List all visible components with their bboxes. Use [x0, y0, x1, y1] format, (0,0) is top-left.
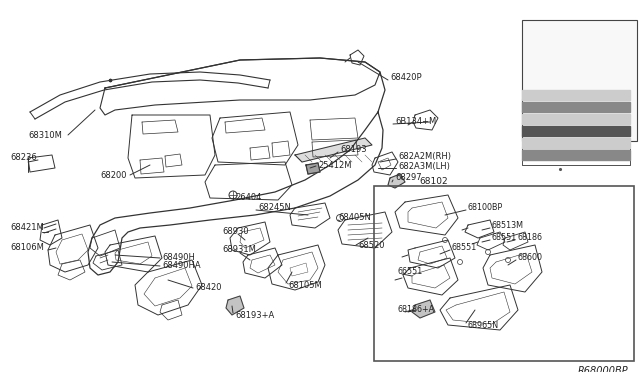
Text: 68310M: 68310M [28, 131, 62, 140]
Text: 682A2M(RH): 682A2M(RH) [398, 153, 451, 161]
Polygon shape [522, 102, 630, 112]
Text: 68193+A: 68193+A [235, 311, 275, 320]
Text: 6B134+M: 6B134+M [395, 118, 436, 126]
Text: 68186: 68186 [517, 234, 542, 243]
Polygon shape [295, 138, 372, 162]
Text: 68405N: 68405N [338, 214, 371, 222]
Text: 68965N: 68965N [468, 321, 499, 330]
Text: 66551: 66551 [398, 267, 423, 276]
Polygon shape [412, 300, 435, 318]
Text: 68520: 68520 [358, 241, 385, 250]
Text: 68490H: 68490H [162, 253, 195, 262]
Text: 68930: 68930 [222, 228, 248, 237]
Text: 68490HA: 68490HA [162, 260, 200, 269]
Text: 68931M: 68931M [222, 246, 256, 254]
Text: 68421M: 68421M [10, 224, 44, 232]
Text: 682A3M(LH): 682A3M(LH) [398, 161, 450, 170]
Text: 26404: 26404 [235, 193, 261, 202]
Text: 68551: 68551 [452, 244, 477, 253]
Text: 68200: 68200 [100, 170, 127, 180]
Text: 68105M: 68105M [288, 280, 322, 289]
Text: 68106M: 68106M [10, 244, 44, 253]
Text: 68600: 68600 [518, 253, 543, 263]
Bar [374, 186, 634, 361]
Polygon shape [522, 150, 630, 160]
Text: 68420: 68420 [195, 283, 221, 292]
Text: 68297: 68297 [395, 173, 422, 183]
Polygon shape [306, 163, 320, 174]
Bar [522, 20, 637, 141]
Text: 25412M: 25412M [318, 160, 351, 170]
Text: 68513M: 68513M [492, 221, 524, 231]
Polygon shape [388, 174, 405, 188]
Polygon shape [522, 138, 630, 148]
Polygon shape [522, 90, 630, 100]
Text: 68420P: 68420P [390, 74, 422, 83]
Polygon shape [522, 126, 630, 136]
Polygon shape [522, 114, 630, 124]
Text: 68193: 68193 [340, 145, 367, 154]
Text: 98591M: 98591M [522, 54, 556, 62]
Polygon shape [226, 296, 244, 315]
Text: 68245N: 68245N [258, 203, 291, 212]
Text: 68100BP: 68100BP [468, 203, 503, 212]
Text: 68186+A: 68186+A [398, 305, 435, 314]
Text: 68102: 68102 [419, 176, 448, 186]
Text: LABEL: LABEL [522, 77, 548, 87]
Text: 68551: 68551 [492, 234, 517, 243]
Text: CAUTION: CAUTION [522, 68, 560, 77]
Text: 68236: 68236 [10, 154, 36, 163]
Text: R68000BP: R68000BP [578, 366, 628, 372]
